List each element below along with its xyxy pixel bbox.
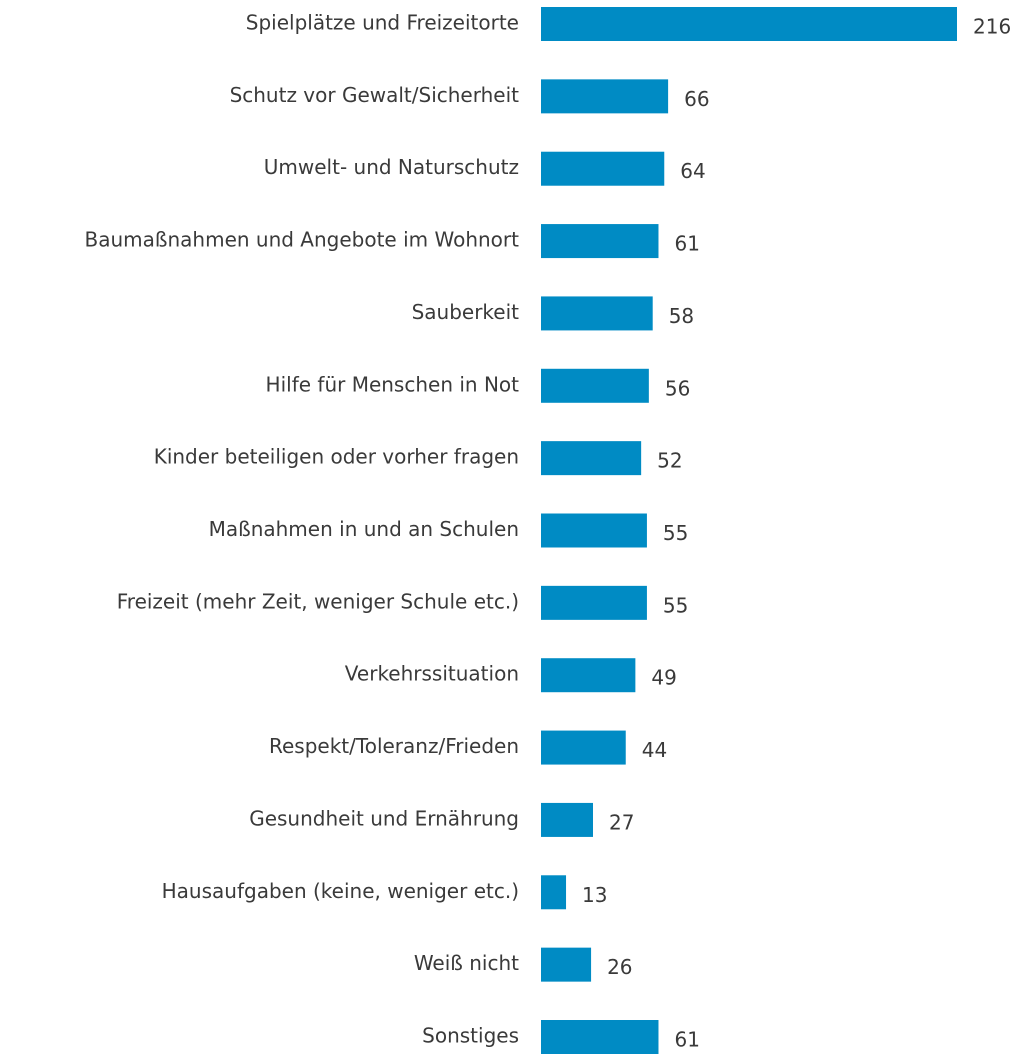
category-label: Kinder beteiligen oder vorher fragen xyxy=(154,445,519,469)
category-label: Spielplätze und Freizeitorte xyxy=(246,11,519,35)
bar xyxy=(541,7,957,41)
category-label: Gesundheit und Ernährung xyxy=(249,806,519,830)
category-label: Sauberkeit xyxy=(412,300,520,324)
value-label: 216 xyxy=(973,15,1011,39)
category-label: Respekt/Toleranz/Frieden xyxy=(269,734,519,758)
bar xyxy=(541,730,626,765)
value-label: 52 xyxy=(657,449,682,473)
bar xyxy=(541,802,593,837)
bar xyxy=(541,513,647,548)
value-label: 56 xyxy=(665,376,690,400)
value-label: 13 xyxy=(582,883,607,907)
value-label: 27 xyxy=(609,810,634,834)
category-label: Baumaßnahmen und Angebote im Wohnort xyxy=(84,228,519,252)
value-label: 61 xyxy=(674,232,699,256)
category-label: Verkehrssituation xyxy=(345,662,519,686)
category-label: Sonstiges xyxy=(422,1024,519,1048)
bar xyxy=(541,296,653,331)
bar xyxy=(541,151,665,186)
value-label: 49 xyxy=(651,666,676,690)
bar xyxy=(541,441,642,476)
bar xyxy=(541,875,567,910)
bar xyxy=(541,658,636,693)
value-label: 26 xyxy=(607,955,632,979)
category-label: Umwelt- und Naturschutz xyxy=(264,155,519,179)
category-label: Maßnahmen in und an Schulen xyxy=(209,517,519,541)
value-label: 44 xyxy=(642,738,667,762)
category-label: Hausaufgaben (keine, weniger etc.) xyxy=(162,879,519,903)
bar xyxy=(541,79,669,114)
value-label: 55 xyxy=(663,521,688,545)
value-label: 64 xyxy=(680,159,705,183)
category-label: Schutz vor Gewalt/Sicherheit xyxy=(230,83,520,107)
value-label: 58 xyxy=(669,304,694,328)
bar xyxy=(541,585,647,620)
category-label: Weiß nicht xyxy=(414,951,519,975)
bar xyxy=(541,947,592,982)
value-label: 55 xyxy=(663,593,688,617)
bar xyxy=(541,224,659,259)
value-label: 66 xyxy=(684,87,709,111)
bar xyxy=(541,1020,659,1054)
category-label: Freizeit (mehr Zeit, weniger Schule etc.… xyxy=(117,589,519,613)
category-label: Hilfe für Menschen in Not xyxy=(266,372,520,396)
value-label: 61 xyxy=(674,1028,699,1052)
bar xyxy=(541,368,649,403)
